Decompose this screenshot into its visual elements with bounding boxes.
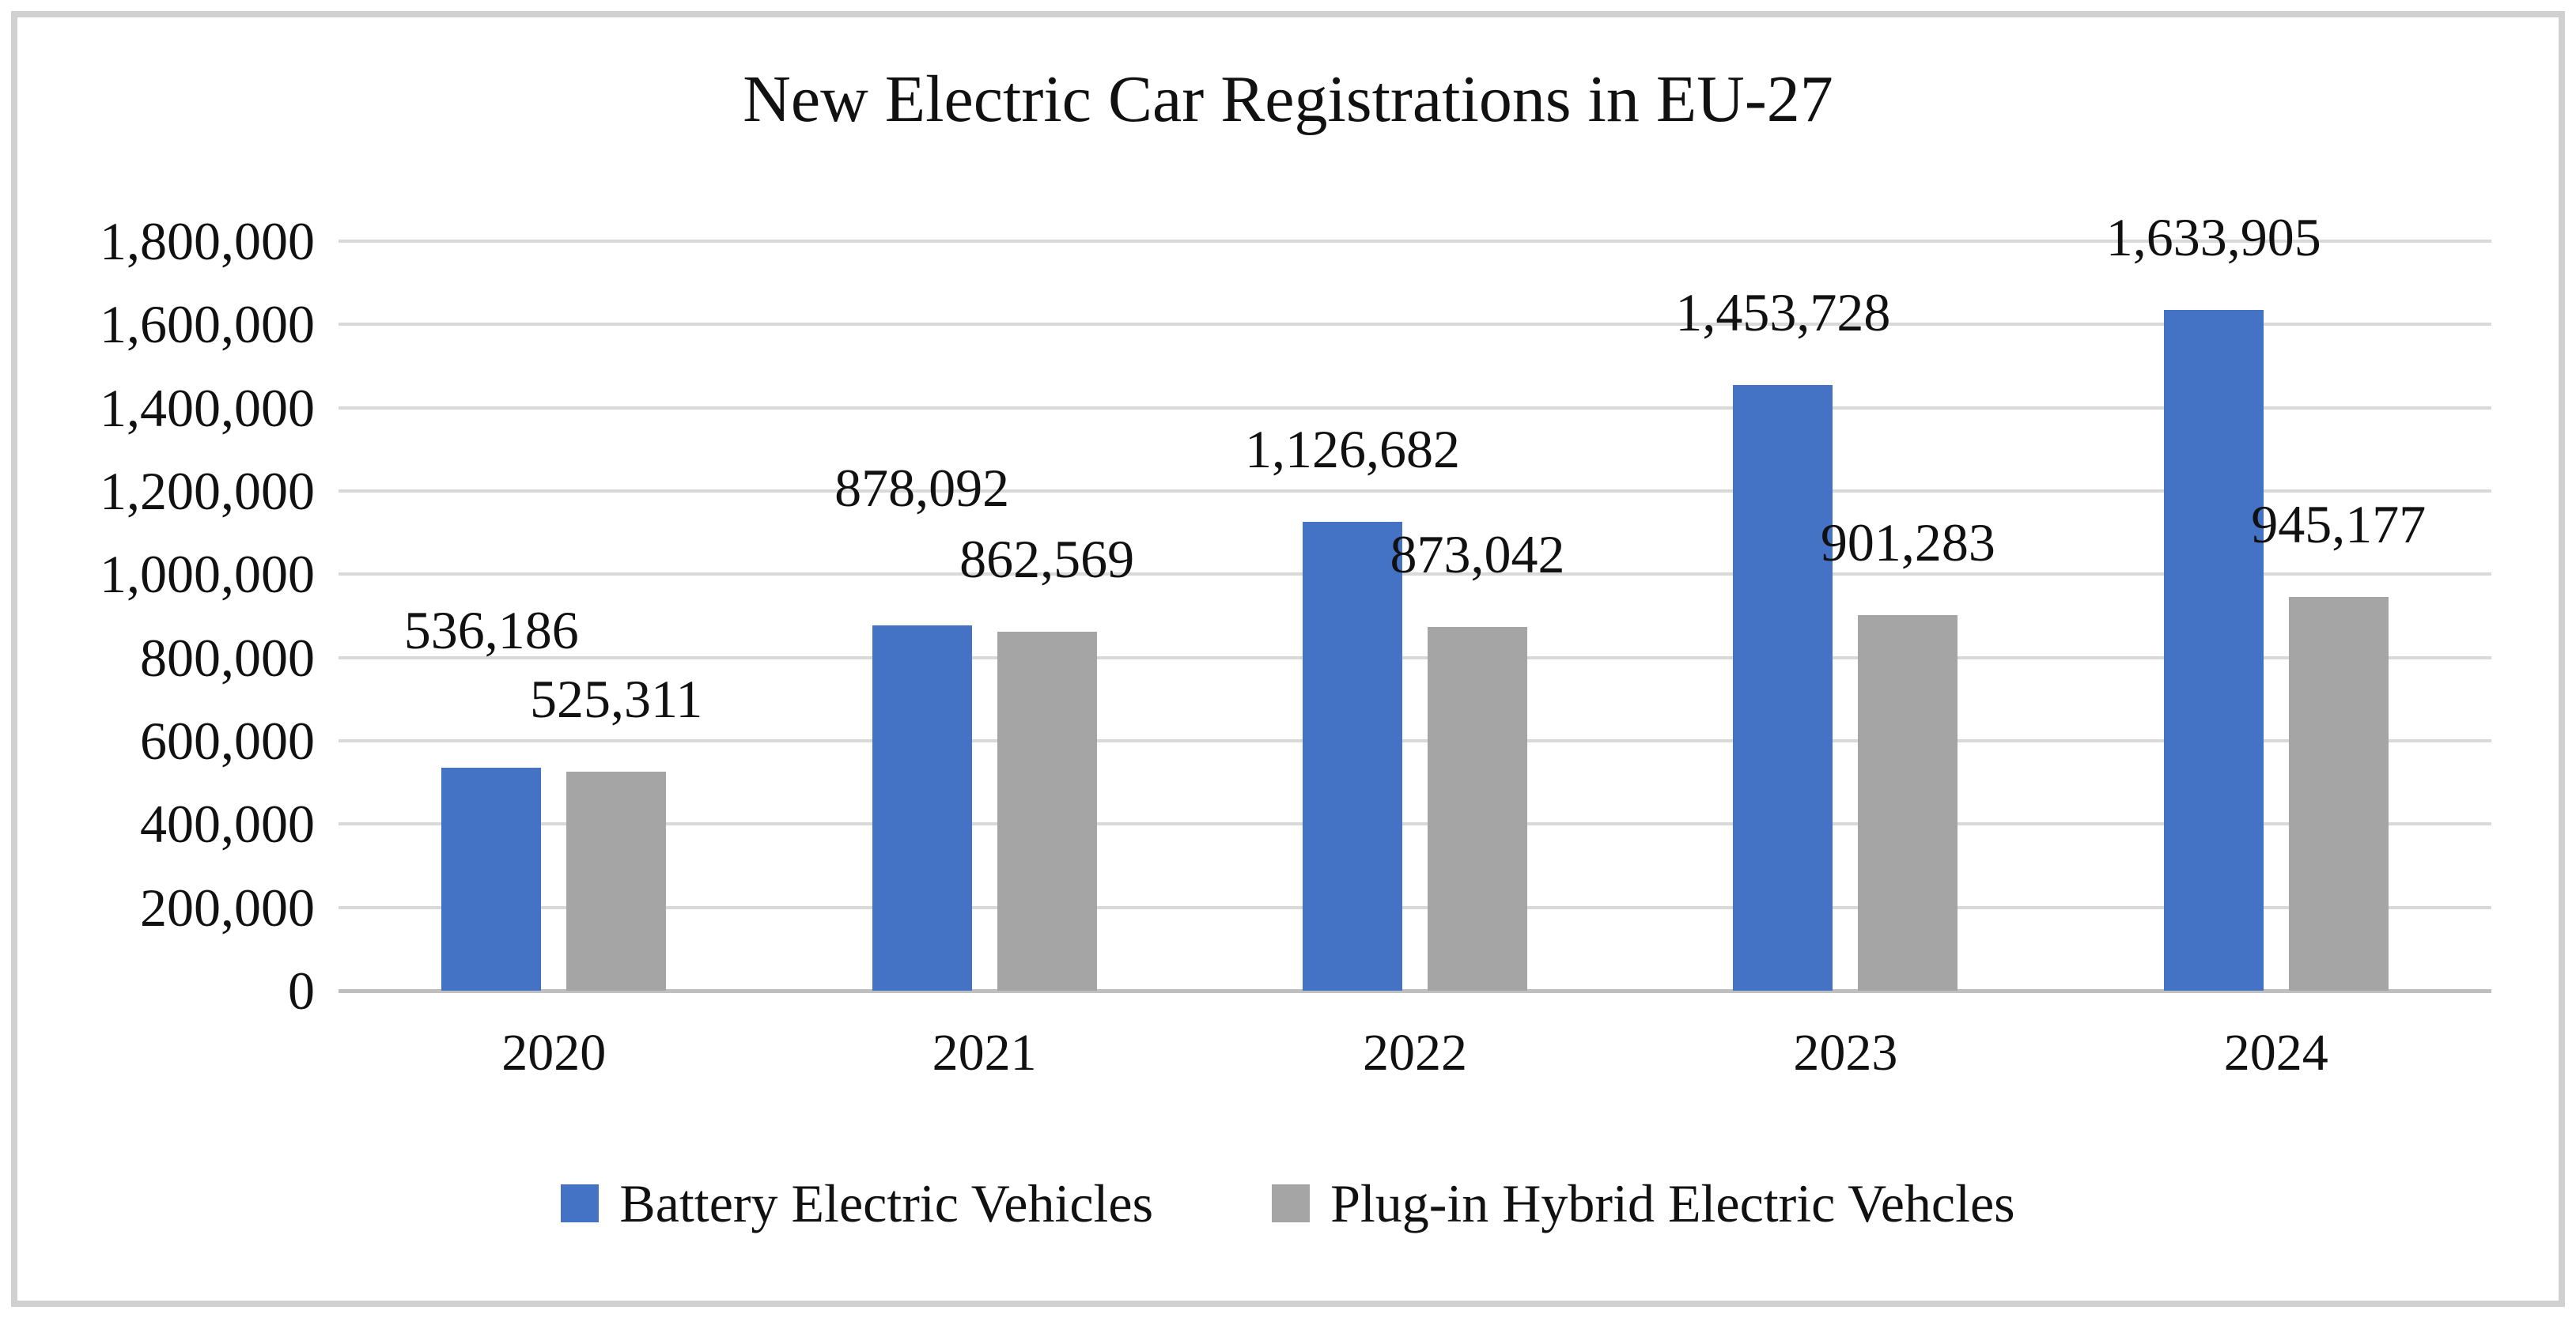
- bar-value-label: 878,092: [834, 458, 1010, 518]
- bar-value-label: 1,633,905: [2105, 207, 2321, 267]
- gridline: [339, 739, 2491, 742]
- plot-area: [339, 240, 2491, 993]
- y-tick-label: 0: [288, 961, 315, 1021]
- bar-value-label: 1,126,682: [1245, 419, 1460, 479]
- bar-bev-2022: [1303, 522, 1402, 991]
- gridline: [339, 406, 2491, 410]
- x-category-label: 2023: [1793, 1024, 1898, 1082]
- x-category-label: 2020: [501, 1024, 607, 1082]
- gridline: [339, 655, 2491, 659]
- plugin-hybrid-legend-label: Plug-in Hybrid Electric Vehcles: [1330, 1173, 2015, 1233]
- battery-electric-legend-label: Battery Electric Vehicles: [619, 1173, 1154, 1233]
- legend: Battery Electric Vehicles Plug-in Hybrid…: [0, 1173, 2576, 1233]
- bar-bev-2023: [1733, 385, 1833, 991]
- legend-item-plugin-hybrid: Plug-in Hybrid Electric Vehcles: [1272, 1173, 2015, 1233]
- legend-item-battery-electric: Battery Electric Vehicles: [561, 1173, 1153, 1233]
- gridline: [339, 489, 2491, 493]
- gridline: [339, 572, 2491, 576]
- plugin-hybrid-swatch-icon: [1272, 1184, 1311, 1222]
- y-tick-label: 1,400,000: [100, 377, 315, 438]
- bar-bev-2020: [441, 768, 542, 991]
- bar-value-label: 945,177: [2251, 494, 2427, 554]
- battery-electric-swatch-icon: [561, 1184, 600, 1222]
- x-category-label: 2024: [2223, 1024, 2328, 1082]
- y-tick-label: 1,200,000: [100, 461, 315, 521]
- chart-title: New Electric Car Registrations in EU-27: [743, 62, 1833, 136]
- bar-value-label: 536,186: [403, 600, 579, 660]
- gridline: [339, 240, 2491, 243]
- bar-phev-2022: [1428, 627, 1527, 991]
- x-category-label: 2021: [932, 1024, 1037, 1082]
- y-axis: 0 200,000 400,000 600,000 800,000 1,000,000 1,…: [0, 0, 315, 1318]
- x-category-label: 2022: [1363, 1024, 1467, 1082]
- y-tick-label: 200,000: [140, 877, 315, 938]
- bar-value-label: 862,569: [959, 529, 1135, 589]
- bar-bev-2024: [2163, 310, 2264, 991]
- y-tick-label: 1,600,000: [100, 294, 315, 355]
- bar-phev-2023: [1858, 615, 1958, 991]
- bar-value-label: 1,453,728: [1675, 282, 1891, 342]
- y-tick-label: 1,800,000: [100, 211, 315, 271]
- y-tick-label: 400,000: [140, 794, 315, 855]
- gridline: [339, 323, 2491, 327]
- bar-value-label: 873,042: [1390, 524, 1565, 584]
- bar-phev-2024: [2288, 597, 2389, 991]
- bar-phev-2021: [997, 632, 1097, 991]
- bar-value-label: 525,311: [529, 669, 703, 729]
- x-axis-line: [339, 989, 2491, 993]
- gridline: [339, 905, 2491, 909]
- bar-bev-2021: [872, 625, 972, 991]
- y-tick-label: 1,000,000: [100, 544, 315, 605]
- y-tick-label: 600,000: [140, 711, 315, 771]
- gridline: [339, 822, 2491, 826]
- bar-phev-2020: [566, 772, 667, 991]
- bar-value-label: 901,283: [1820, 512, 1995, 572]
- y-tick-label: 800,000: [140, 627, 315, 688]
